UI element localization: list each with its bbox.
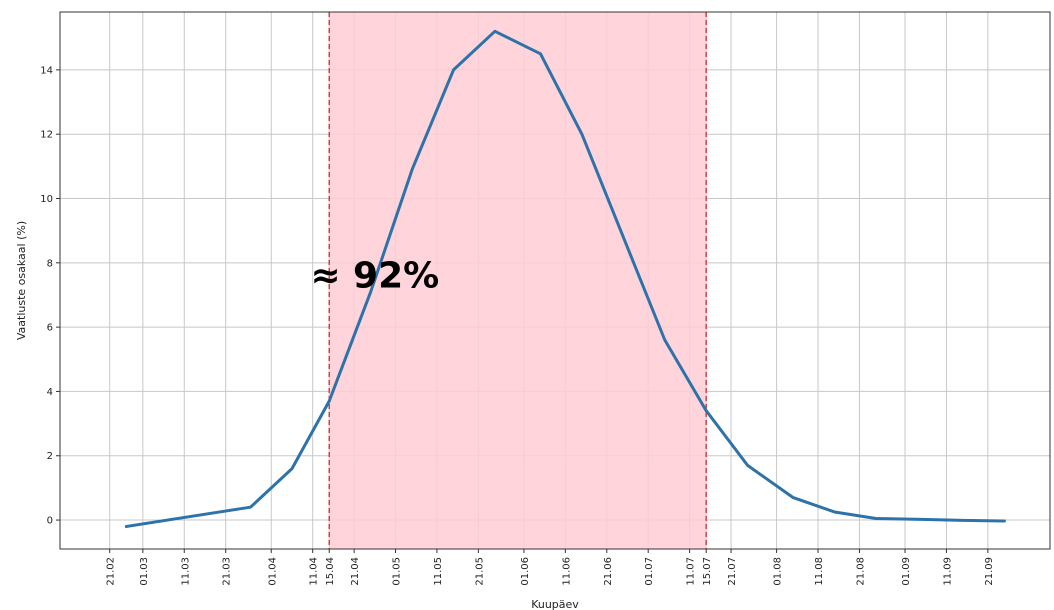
x-tick-label: 01.06 [520, 557, 531, 586]
y-tick-label: 6 [47, 323, 53, 334]
x-tick-label: 11.03 [180, 557, 191, 586]
annotation-text: ≈ 92% [310, 256, 439, 297]
x-tick-label: 01.03 [139, 557, 150, 586]
x-tick-label: 11.04 [309, 557, 320, 586]
plot-frame [59, 11, 1051, 550]
y-axis: 0 2 4 6 8 10 12 14 [40, 65, 60, 527]
y-tick-label: 2 [47, 451, 53, 462]
series-layer [124, 29, 1006, 528]
shaded-region [328, 12, 707, 549]
x-tick-label: 11.05 [433, 557, 444, 586]
x-tick-label: 15.07 [702, 557, 713, 586]
x-axis: 21.02 01.03 11.03 21.03 01.04 11.04 15.04 21.04… [106, 549, 995, 586]
series-line [124, 29, 1006, 528]
y-tick-label: 0 [47, 516, 53, 527]
x-tick-label: 21.04 [350, 557, 361, 586]
x-tick-label: 21.02 [106, 557, 117, 586]
x-tick-label: 11.06 [561, 557, 572, 586]
x-tick-label: 11.07 [686, 557, 697, 586]
y-tick-label: 10 [40, 194, 53, 205]
y-tick-label: 12 [40, 130, 53, 141]
x-tick-label: 11.09 [942, 557, 953, 586]
x-tick-label: 21.09 [984, 557, 995, 586]
x-tick-label: 21.05 [474, 557, 485, 586]
x-tick-label: 21.07 [727, 557, 738, 586]
x-tick-label: 11.08 [814, 557, 825, 586]
x-tick-label: 01.09 [901, 557, 912, 586]
y-tick-label: 8 [47, 258, 53, 269]
y-tick-label: 14 [40, 65, 53, 76]
x-tick-label: 01.05 [392, 557, 403, 586]
y-axis-label: Vaatluste osakaal (%) [15, 221, 28, 340]
x-tick-label: 01.08 [773, 557, 784, 586]
x-tick-label: 21.08 [855, 557, 866, 586]
shaded-area [329, 12, 707, 549]
y-tick-label: 4 [47, 387, 53, 398]
x-tick-label: 01.04 [267, 557, 278, 586]
x-tick-label: 01.07 [644, 557, 655, 586]
x-tick-label: 21.03 [222, 557, 233, 586]
x-tick-label: 15.04 [325, 557, 336, 586]
x-axis-label: Kuupäev [531, 598, 579, 610]
x-tick-label: 21.06 [603, 557, 614, 586]
